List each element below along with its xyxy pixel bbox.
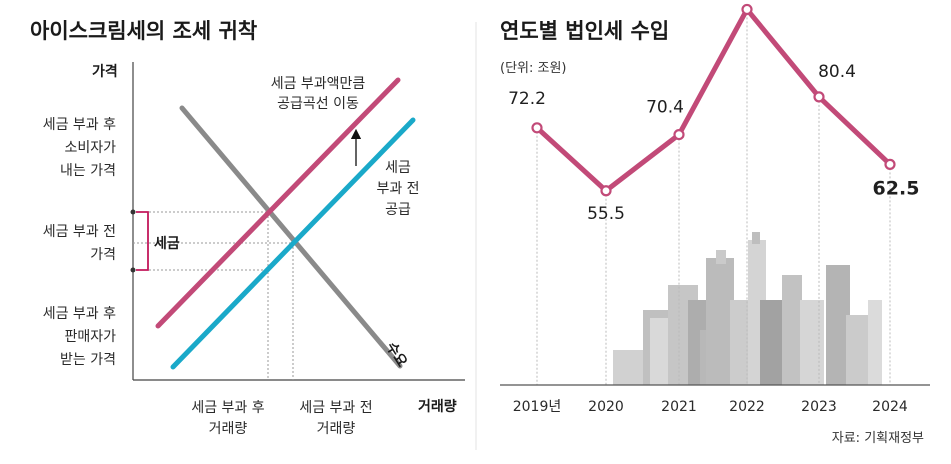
tax-incidence-chart: 아이스크림세의 조세 귀착 가격 거래량 세금 세금 부과액만큼 공급곡선 이동… <box>30 19 465 437</box>
category-guides <box>536 9 891 385</box>
x-tick-labels: 2019년 2020 2021 2022 2023 2024 <box>513 399 908 415</box>
y-axis-label: 가격 <box>92 63 118 80</box>
source-note: 자료: 기획재정부 <box>832 431 924 446</box>
right-chart-subtitle: (단위: 조원) <box>500 61 567 76</box>
pre-tax-price-label-2: 가격 <box>90 247 116 263</box>
point-2023 <box>813 91 825 103</box>
pre-tax-price-label-1: 세금 부과 전 <box>43 224 116 240</box>
series-line <box>534 6 893 194</box>
seller-price-label-1: 세금 부과 후 <box>43 306 116 322</box>
x-tick-3: 2022 <box>729 399 765 415</box>
x-tick-0: 2019년 <box>513 399 562 415</box>
x-tick-1: 2020 <box>588 399 624 415</box>
x-tick-5: 2024 <box>872 399 908 415</box>
demand-curve <box>179 105 403 369</box>
x-axis-label: 거래량 <box>418 399 457 415</box>
series-points <box>531 3 896 197</box>
value-label-0: 72.2 <box>508 89 546 109</box>
point-2022 <box>741 3 753 16</box>
value-label-2: 70.4 <box>646 98 684 118</box>
supply-shift-label-2: 공급곡선 이동 <box>277 96 359 112</box>
qty-after-label-1: 세금 부과 후 <box>191 400 264 416</box>
value-label-1: 55.5 <box>587 204 625 224</box>
supply-before-curve <box>170 117 416 370</box>
point-2024 <box>884 158 896 170</box>
buyer-price-point <box>130 209 136 215</box>
x-tick-4: 2023 <box>801 399 837 415</box>
left-chart-title: 아이스크림세의 조세 귀착 <box>30 19 257 43</box>
supply-before-label-3: 공급 <box>385 202 411 218</box>
qty-after-label-2: 거래량 <box>209 421 248 437</box>
city-skyline-illustration <box>613 232 882 385</box>
supply-shift-label-1: 세금 부과액만큼 <box>271 76 366 92</box>
point-2020 <box>600 185 612 197</box>
seller-price-label-3: 받는 가격 <box>60 352 116 368</box>
series-value-labels: 72.255.570.4103.680.462.5 <box>508 62 920 224</box>
supply-before-label-2: 부과 전 <box>376 181 419 197</box>
qty-before-label-1: 세금 부과 전 <box>299 400 372 416</box>
x-tick-2: 2021 <box>661 399 697 415</box>
buyer-price-label-1: 세금 부과 후 <box>43 117 116 133</box>
demand-label: 수요 <box>383 340 410 370</box>
right-chart-title: 연도별 법인세 수입 <box>500 19 669 43</box>
buyer-price-label-2: 소비자가 <box>64 140 116 156</box>
corporate-tax-chart: 연도별 법인세 수입 (단위: 조원) <box>500 3 930 446</box>
value-label-4: 80.4 <box>818 62 856 82</box>
value-label-5: 62.5 <box>873 177 920 199</box>
seller-price-point <box>130 267 136 273</box>
point-2021 <box>673 128 685 141</box>
buyer-price-label-3: 내는 가격 <box>60 163 116 179</box>
qty-before-label-2: 거래량 <box>317 421 356 437</box>
seller-price-label-2: 판매자가 <box>64 329 116 345</box>
point-2019년 <box>531 122 543 134</box>
supply-before-label-1: 세금 <box>385 160 411 176</box>
tax-label: 세금 <box>154 236 180 252</box>
tax-bracket <box>136 211 149 271</box>
supply-after-curve <box>155 77 401 329</box>
